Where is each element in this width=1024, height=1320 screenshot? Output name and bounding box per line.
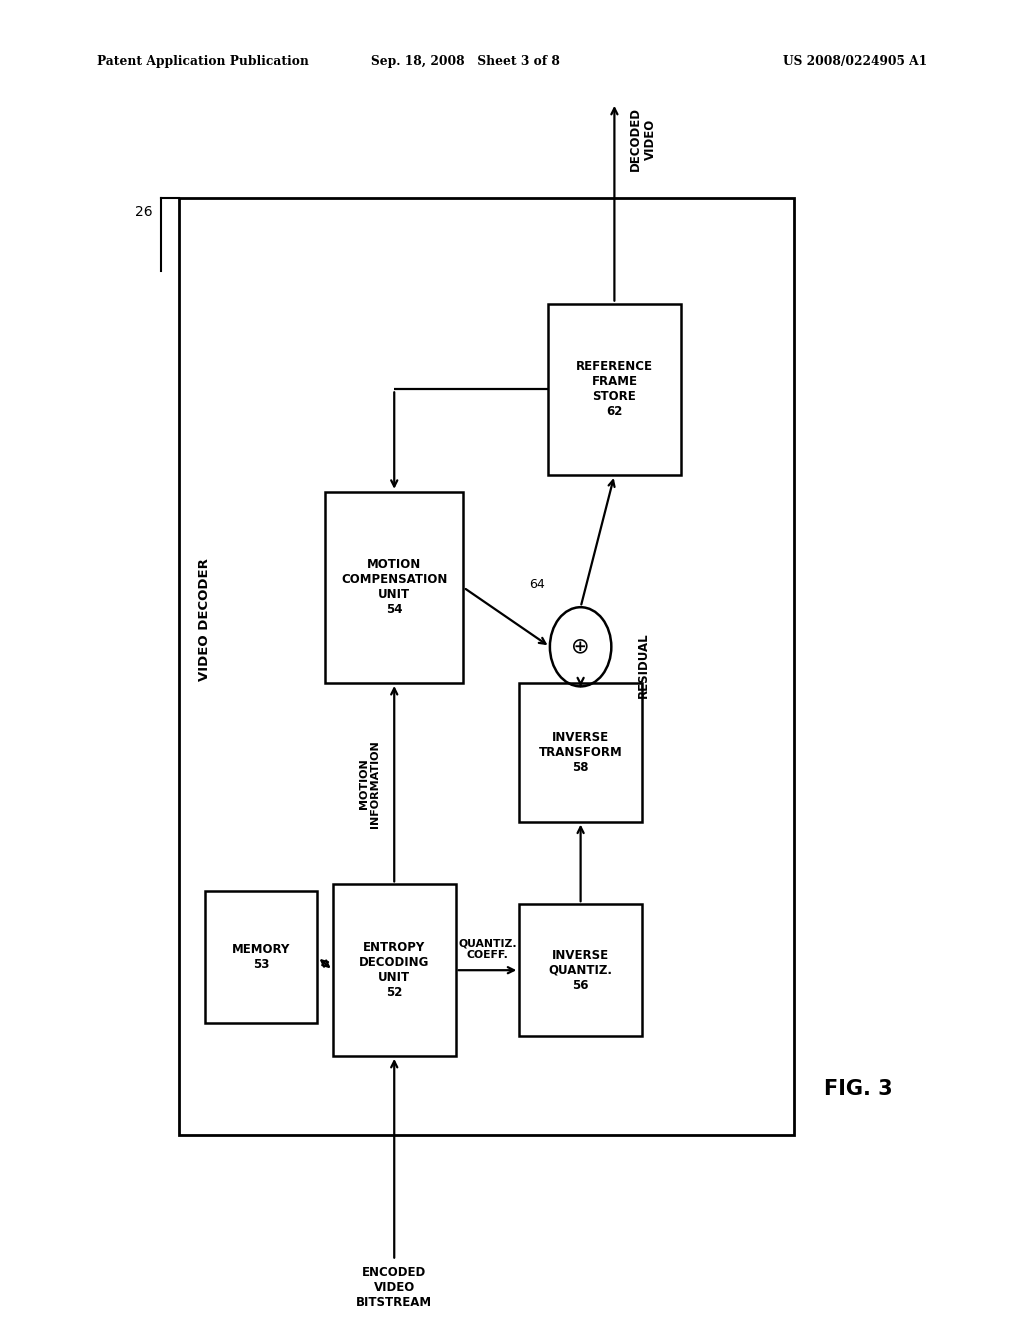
Text: INVERSE
QUANTIZ.
56: INVERSE QUANTIZ. 56 [549, 949, 612, 991]
Text: DECODED
VIDEO: DECODED VIDEO [629, 107, 656, 170]
Text: 64: 64 [529, 578, 545, 591]
Bar [548, 304, 681, 475]
Bar [333, 884, 456, 1056]
Text: INVERSE
TRANSFORM
58: INVERSE TRANSFORM 58 [539, 731, 623, 774]
Text: 26: 26 [135, 205, 153, 219]
Text: FIG. 3: FIG. 3 [824, 1078, 893, 1100]
Text: MEMORY
53: MEMORY 53 [231, 942, 291, 972]
Bar [519, 684, 642, 821]
Bar [519, 904, 642, 1036]
Text: MOTION
COMPENSATION
UNIT
54: MOTION COMPENSATION UNIT 54 [341, 558, 447, 616]
Bar [326, 491, 463, 682]
Text: US 2008/0224905 A1: US 2008/0224905 A1 [782, 55, 927, 69]
Bar [179, 198, 794, 1135]
Text: ⊕: ⊕ [571, 636, 590, 657]
Text: VIDEO DECODER: VIDEO DECODER [199, 558, 211, 681]
Text: ENCODED
VIDEO
BITSTREAM: ENCODED VIDEO BITSTREAM [356, 1266, 432, 1309]
Text: REFERENCE
FRAME
STORE
62: REFERENCE FRAME STORE 62 [575, 360, 653, 418]
Text: Sep. 18, 2008   Sheet 3 of 8: Sep. 18, 2008 Sheet 3 of 8 [372, 55, 560, 69]
Text: Patent Application Publication: Patent Application Publication [97, 55, 309, 69]
Text: MOTION
INFORMATION: MOTION INFORMATION [358, 741, 381, 828]
Text: RESIDUAL: RESIDUAL [637, 632, 650, 698]
Text: ENTROPY
DECODING
UNIT
52: ENTROPY DECODING UNIT 52 [359, 941, 429, 999]
Bar [205, 891, 317, 1023]
Text: QUANTIZ.
COEFF.: QUANTIZ. COEFF. [458, 939, 517, 960]
